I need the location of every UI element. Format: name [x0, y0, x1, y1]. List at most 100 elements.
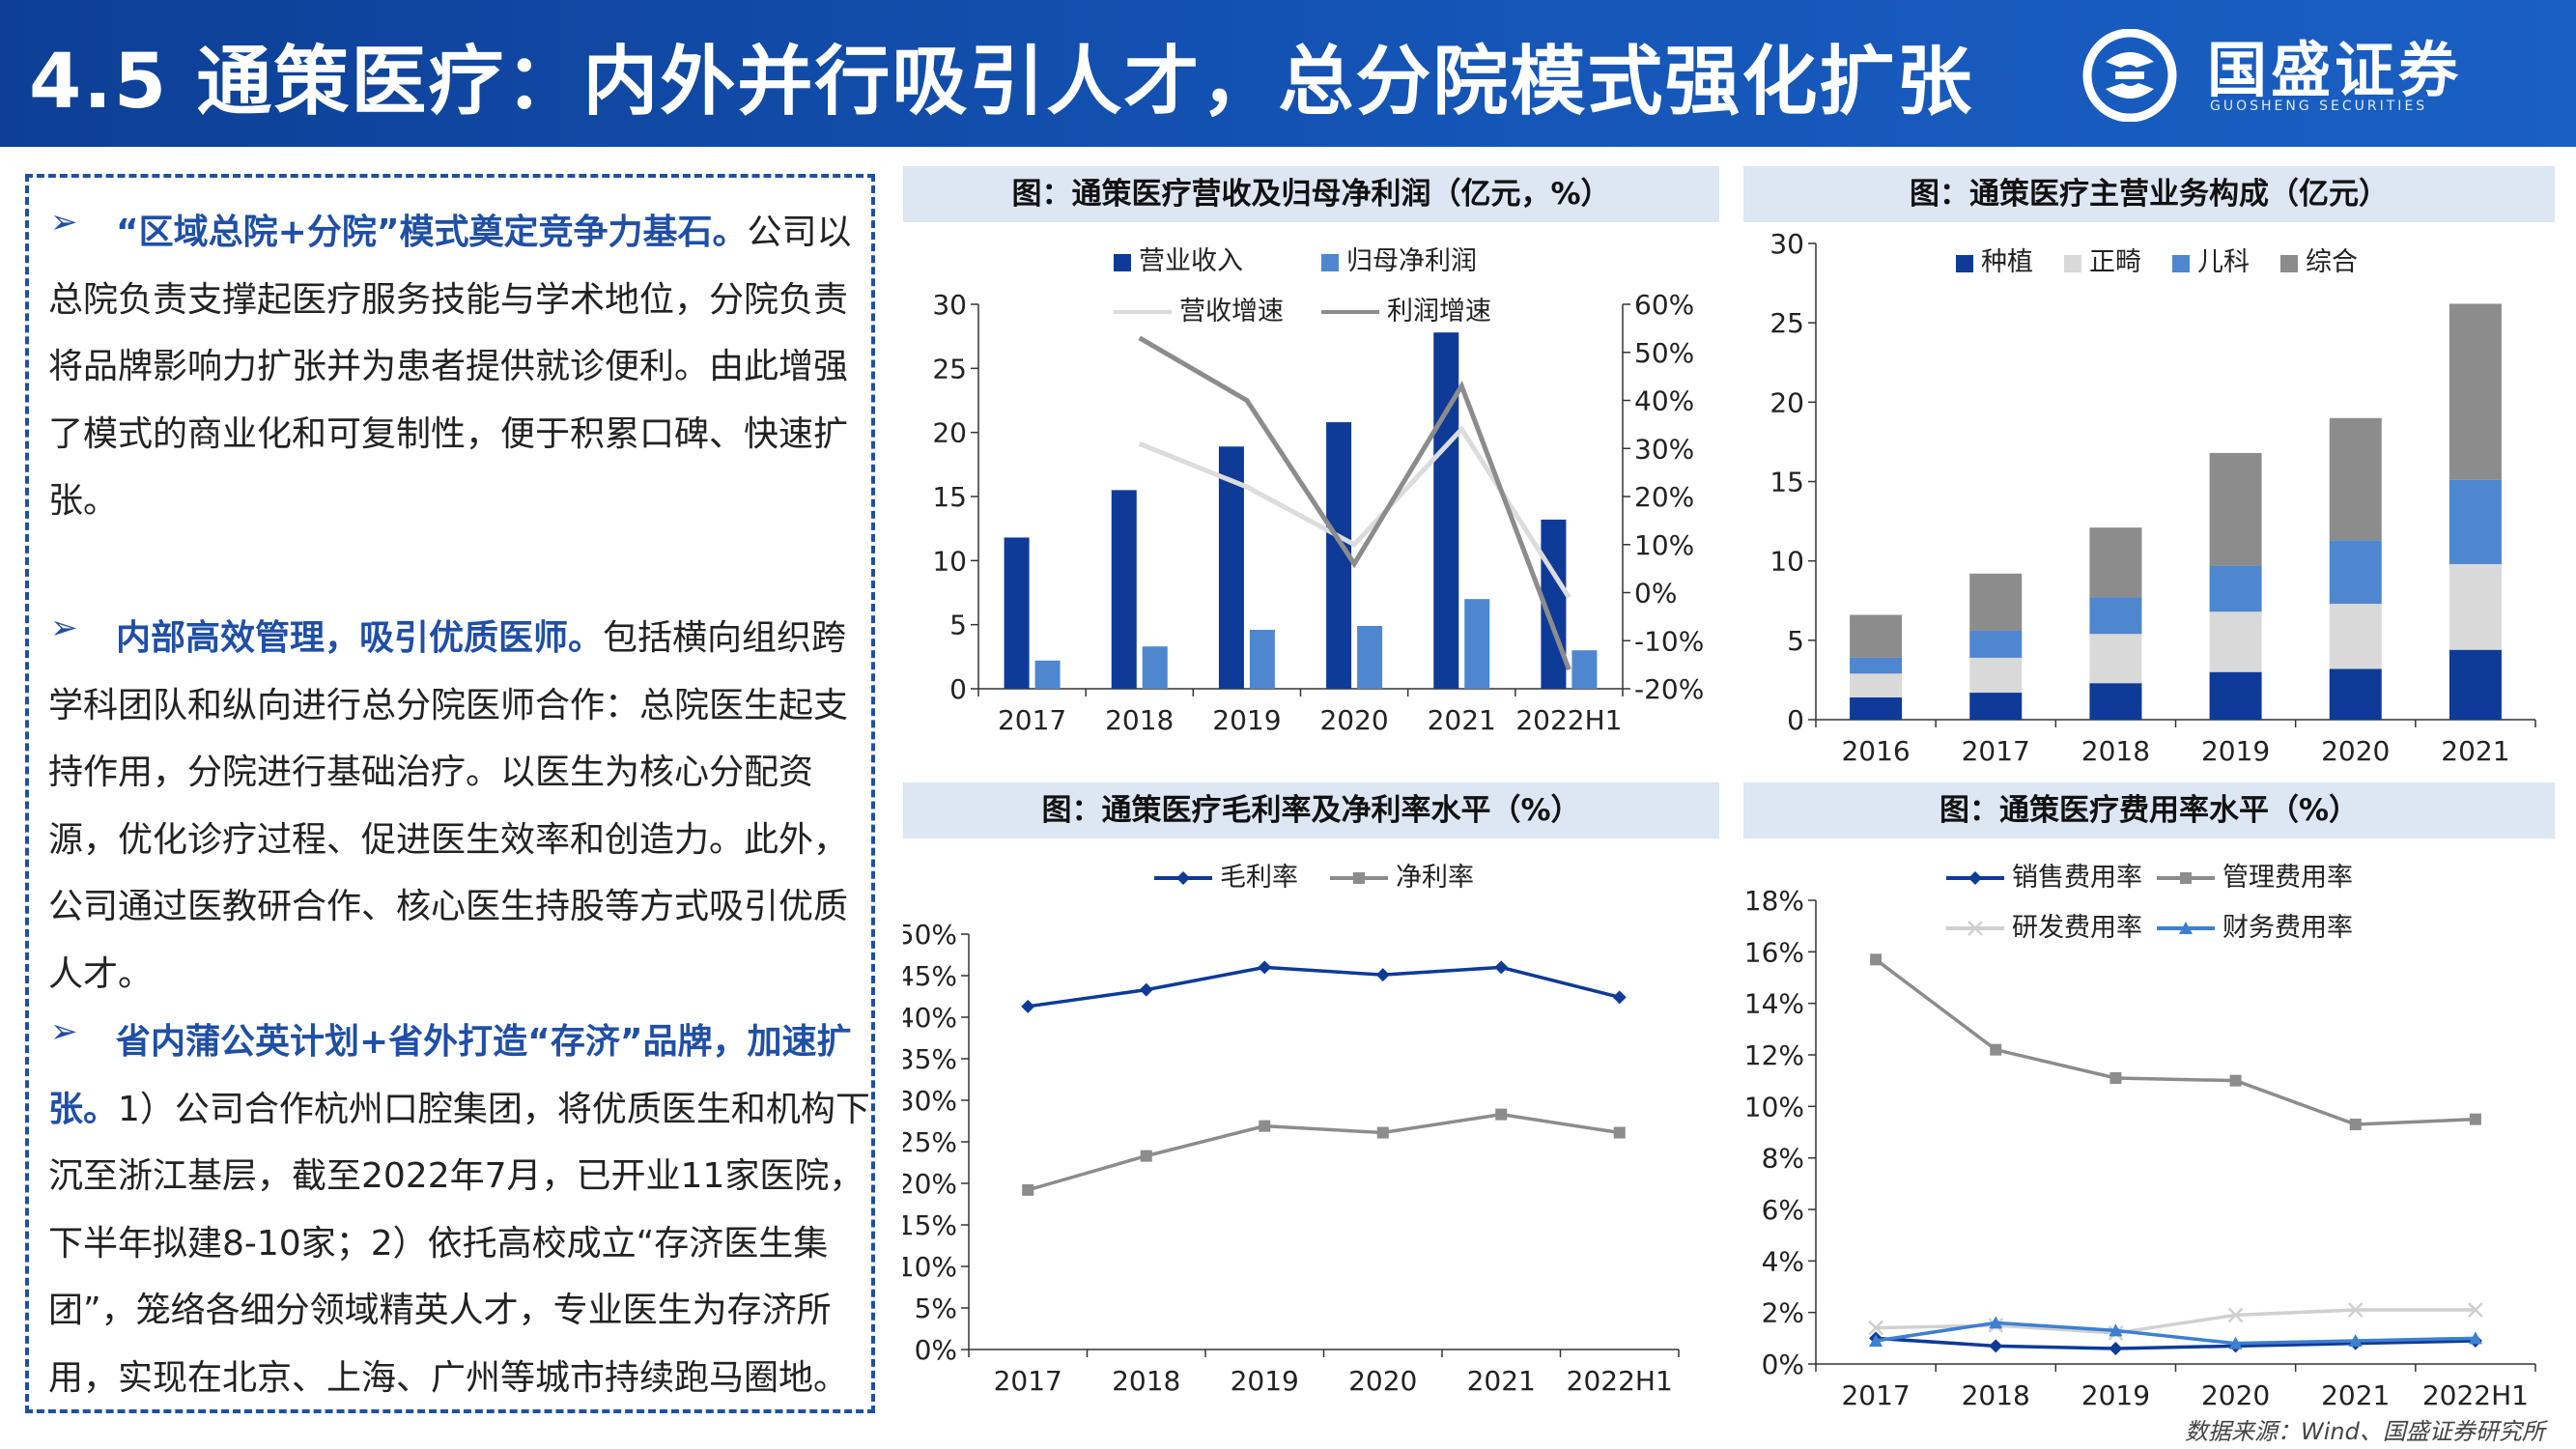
point-毛利率	[1139, 982, 1153, 997]
line-利润增速	[1138, 335, 1571, 670]
point-财务费用率	[2468, 1331, 2482, 1345]
legend-label: 管理费用率	[2222, 863, 2353, 893]
y-tick-label: 0	[949, 673, 967, 705]
line-净利率	[1027, 1112, 1621, 1192]
line-营收增速	[1138, 425, 1571, 599]
y-tick-label: 35%	[903, 1043, 957, 1075]
point-财务费用率	[2109, 1323, 2123, 1337]
guosheng-logo-icon	[2082, 29, 2177, 122]
y-tick-label: 0%	[915, 1334, 957, 1366]
chart1-revenue-profit: 0 5 10 15 20 25 30 -20% -10% 0% 10% 20% 30% 40% 50% 60%…	[932, 246, 1704, 736]
y-tick-label: 10%	[1744, 1091, 1804, 1122]
y-tick-label: 20%	[1634, 481, 1694, 513]
y-tick-label: 14%	[1744, 988, 1804, 1020]
x-tick-label: 2018	[1962, 1379, 2030, 1411]
stack-种植	[2329, 668, 2382, 720]
legend-label: 正畸	[2089, 247, 2141, 277]
point-财务费用率	[1989, 1316, 2003, 1329]
legend-label: 净利率	[1396, 863, 1474, 893]
point-净利率	[1495, 1108, 1508, 1121]
x-tick-label: 2020	[2321, 735, 2390, 767]
stack-种植	[2449, 649, 2502, 720]
line-销售费用率	[1875, 1336, 2476, 1350]
bullet-arrow-icon: ➢	[50, 203, 78, 242]
stack-正畸	[1969, 657, 2023, 694]
y-tick-label: 40%	[1634, 385, 1694, 417]
x-tick-label: 2018	[1112, 1365, 1180, 1397]
legend-label: 利润增速	[1387, 297, 1491, 327]
legend-label: 儿科	[2197, 247, 2250, 277]
point-研发费用率	[1868, 1320, 1883, 1336]
legend-label: 种植	[1981, 247, 2033, 277]
stack-正畸	[1850, 673, 1903, 697]
legend-swatch	[1956, 255, 1973, 272]
stack-正畸	[2329, 604, 2382, 669]
stack-种植	[1850, 696, 1903, 720]
y-tick-label: 15	[1769, 467, 1804, 498]
point-财务费用率	[2228, 1336, 2243, 1350]
y-tick-label: 45%	[903, 960, 957, 992]
y-tick-label: 0%	[1762, 1349, 1804, 1380]
y-tick-label: 25	[1769, 307, 1804, 339]
bar-归母净利润	[1464, 599, 1490, 689]
stack-儿科	[1850, 657, 1903, 674]
point-净利率	[1613, 1126, 1626, 1139]
bar-营业收入	[1433, 332, 1459, 689]
x-tick-label: 2021	[1467, 1365, 1536, 1397]
point-毛利率	[1375, 968, 1390, 982]
y-tick-label: 2%	[1762, 1297, 1804, 1329]
y-tick-label: 30	[932, 289, 967, 321]
y-tick-label: 16%	[1744, 936, 1804, 968]
legend-label: 毛利率	[1220, 863, 1298, 893]
y-tick-label: 50%	[1634, 337, 1694, 369]
y-tick-label: 20	[932, 417, 967, 449]
x-tick-label: 2021	[1428, 704, 1496, 736]
y-tick-label: 40%	[903, 1002, 957, 1034]
logo-subtitle: GUOSHENG SECURITIES	[2210, 99, 2428, 114]
point-销售费用率	[1989, 1339, 2003, 1353]
paragraph-1: “区域总院+分院”模式奠定竞争力基石。公司以总院负责支撑起医疗服务技能与学术地位…	[48, 199, 879, 535]
legend-marker	[2180, 872, 2192, 884]
point-毛利率	[1021, 999, 1035, 1013]
stack-正畸	[2449, 563, 2502, 650]
stack-正畸	[2209, 611, 2262, 672]
legend-swatch	[1321, 254, 1339, 271]
stack-儿科	[2329, 540, 2382, 605]
x-tick-label: 2018	[2081, 735, 2150, 767]
legend-swatch	[2172, 255, 2190, 272]
paragraph-2-lead: 内部高效管理，吸引优质医师。	[116, 618, 604, 658]
point-管理费用率	[1990, 1043, 2002, 1056]
point-研发费用率	[2347, 1302, 2364, 1318]
bar-归母净利润	[1357, 625, 1383, 689]
x-tick-label: 2021	[2441, 735, 2509, 767]
y-tick-label: 0	[1787, 704, 1804, 736]
bar-归母净利润	[1249, 629, 1275, 689]
y-tick-label: 25	[932, 353, 967, 384]
y-tick-label: 60%	[1634, 289, 1694, 321]
y-tick-label: 5	[949, 610, 967, 641]
paragraph-2: 内部高效管理，吸引优质医师。包括横向组织跨学科团队和纵向进行总分院医师合作：总院…	[48, 605, 879, 1009]
bar-营业收入	[1111, 490, 1137, 689]
point-毛利率	[1494, 960, 1509, 975]
legend-marker	[2179, 922, 2193, 934]
y-tick-label: 30%	[903, 1085, 957, 1117]
stack-儿科	[2209, 565, 2262, 612]
point-管理费用率	[2469, 1113, 2481, 1125]
point-毛利率	[1258, 960, 1272, 975]
point-净利率	[1376, 1126, 1389, 1139]
y-tick-label: 5	[1787, 625, 1804, 657]
x-tick-label: 2017	[1962, 735, 2030, 767]
chart4-expense-ratios: 0% 2% 4% 6% 8% 10% 12% 14% 16% 18% 2017 2018 2019 202…	[1744, 863, 2536, 1411]
y-tick-label: 12%	[1744, 1039, 1804, 1071]
y-tick-label: 20%	[903, 1168, 957, 1200]
y-tick-label: 4%	[1762, 1245, 1804, 1277]
x-tick-label: 2019	[1212, 704, 1281, 736]
point-净利率	[1022, 1183, 1034, 1196]
legend-label: 营收增速	[1179, 297, 1284, 327]
stack-综合	[2209, 452, 2262, 566]
legend-label: 综合	[2306, 247, 2358, 277]
y-tick-label: 5%	[915, 1293, 957, 1324]
paragraph-2-body: 包括横向组织跨学科团队和纵向进行总分院医师合作：总院医生起支持作用，分院进行基础…	[48, 618, 849, 994]
x-tick-label: 2021	[2321, 1379, 2390, 1411]
legend-marker	[1968, 871, 1982, 885]
